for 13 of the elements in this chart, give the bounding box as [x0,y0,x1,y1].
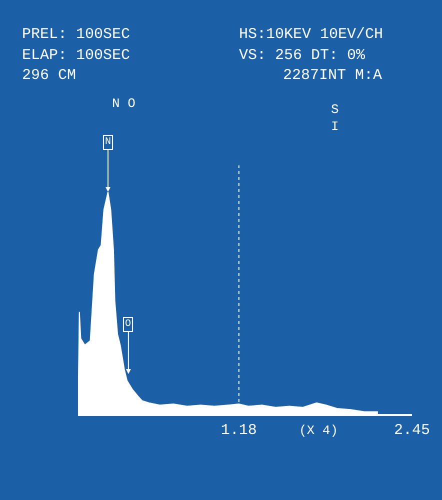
text: 296 CM [22,67,76,84]
text: S I [331,102,339,134]
annotation: N [105,137,112,148]
text: VS: 256 DT: 0% [239,47,366,64]
x-tick-label: 1.18 [220,422,257,439]
text: (X 4) [299,423,338,438]
x-tick-label: 2.45 [394,422,430,439]
text: PREL: 100SEC [22,26,130,43]
text: N O [112,96,136,111]
text: 2287INT M:A [283,67,382,84]
text: HS:10KEV 10EV/CH [239,26,384,43]
annotation: O [125,319,132,330]
text: ELAP: 100SEC [22,47,130,64]
